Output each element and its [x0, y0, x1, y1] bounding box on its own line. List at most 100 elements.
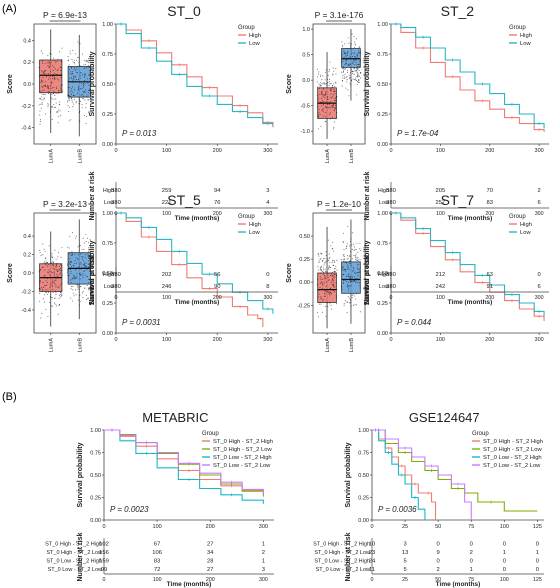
risk-row-label: ST_0 Low - ST_2 Low — [316, 567, 370, 573]
data-point — [332, 103, 335, 105]
data-point — [320, 282, 322, 284]
data-point — [325, 254, 327, 257]
data-point — [87, 99, 89, 101]
data-point — [349, 277, 351, 280]
data-point — [359, 242, 361, 244]
data-point — [341, 71, 343, 73]
data-point — [326, 96, 328, 98]
data-point — [358, 66, 360, 68]
data-point — [332, 285, 334, 287]
risk-x-tick-label: 300 — [263, 211, 272, 217]
data-point — [348, 281, 350, 283]
data-point — [44, 284, 46, 286]
data-point — [330, 293, 333, 295]
data-point — [320, 93, 322, 95]
data-point — [60, 256, 62, 258]
data-point — [318, 88, 320, 90]
data-point — [321, 282, 324, 284]
data-point — [320, 84, 322, 86]
data-point — [40, 79, 43, 81]
data-point — [83, 248, 85, 250]
data-point — [330, 273, 332, 275]
data-point — [343, 69, 345, 71]
data-point — [354, 295, 356, 297]
data-point — [350, 285, 352, 287]
data-point — [70, 266, 73, 268]
km_st0: ST_0 0.00 0.25 0.50 0.75 1.00 0 100 200 300 Surviv… — [89, 3, 278, 222]
data-point — [58, 92, 60, 94]
pvalue-label: P = 0.044 — [397, 318, 432, 327]
data-point — [60, 293, 62, 295]
data-point — [78, 112, 80, 114]
data-point — [53, 297, 56, 299]
data-point — [77, 92, 79, 94]
data-point — [353, 246, 356, 248]
data-point — [82, 95, 84, 97]
y-tick-label: -0.5 — [301, 104, 310, 110]
data-point — [55, 294, 57, 296]
risk-value: 67 — [154, 542, 160, 548]
data-point — [71, 253, 73, 255]
data-point — [328, 70, 330, 72]
data-point — [45, 264, 47, 266]
data-point — [82, 97, 84, 99]
data-point — [351, 70, 354, 72]
data-point — [56, 262, 58, 264]
data-point — [89, 262, 91, 264]
data-point — [352, 56, 354, 58]
data-point — [360, 72, 362, 74]
x-axis-label: Time (months) — [448, 215, 493, 222]
data-point — [347, 257, 349, 259]
data-point — [324, 116, 326, 118]
x-tick-label: LumA — [325, 338, 331, 353]
risk-x-tick-label: 75 — [468, 577, 474, 583]
data-point — [320, 269, 322, 271]
km-curve-1 — [116, 23, 274, 128]
data-point — [84, 99, 86, 101]
data-point — [336, 96, 338, 98]
data-point — [324, 258, 326, 260]
data-point — [48, 271, 50, 273]
data-point — [332, 275, 334, 277]
data-point — [351, 73, 354, 75]
data-point — [327, 291, 329, 293]
data-point — [349, 245, 351, 247]
data-point — [332, 95, 334, 97]
chart-title: ST_0 — [167, 3, 201, 19]
y-axis-label: Survival probability — [77, 442, 84, 507]
data-point — [320, 296, 322, 298]
data-point — [322, 107, 324, 109]
y-tick-label: 0.4 — [23, 38, 31, 44]
data-point — [46, 284, 48, 286]
data-point — [81, 82, 83, 85]
legend-title: Group — [472, 431, 489, 437]
data-point — [325, 285, 327, 287]
data-point — [51, 75, 54, 77]
data-point — [360, 311, 362, 313]
data-point — [324, 96, 326, 99]
y-tick-label: 1.00 — [377, 22, 388, 28]
data-point — [44, 275, 46, 277]
data-point — [52, 264, 54, 266]
data-point — [90, 78, 92, 80]
data-point — [329, 78, 331, 80]
data-point — [70, 281, 72, 283]
data-point — [351, 66, 353, 68]
data-point — [325, 251, 327, 253]
data-point — [355, 304, 358, 306]
data-point — [51, 285, 53, 288]
data-point — [70, 71, 72, 73]
data-point — [322, 269, 325, 271]
data-point — [325, 83, 328, 85]
risk-row-label: High — [103, 188, 114, 194]
data-point — [52, 272, 54, 274]
data-point — [68, 120, 70, 122]
data-point — [88, 110, 90, 112]
data-point — [354, 304, 356, 306]
data-point — [71, 58, 73, 60]
data-point — [343, 258, 345, 260]
data-point — [55, 303, 57, 305]
data-point — [84, 67, 86, 69]
risk-value: 259 — [162, 188, 172, 194]
data-point — [77, 284, 79, 286]
